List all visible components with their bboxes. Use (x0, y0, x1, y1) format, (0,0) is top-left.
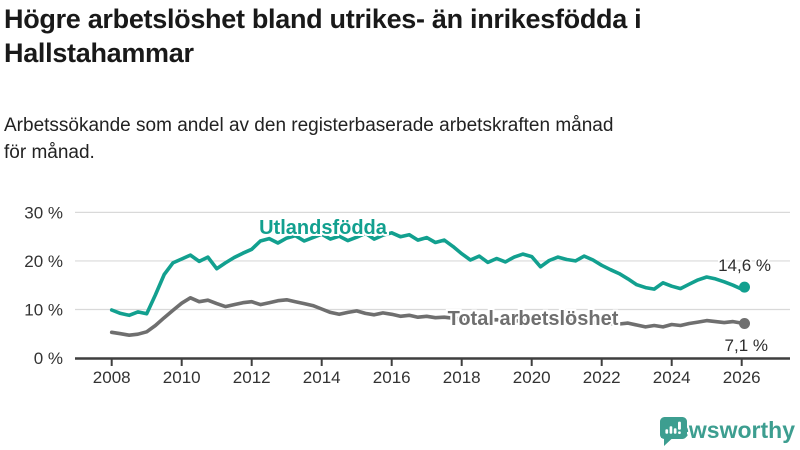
newsworthy-logo: Newsworthy (659, 417, 795, 446)
x-tick-label: 2018 (443, 368, 481, 387)
chart-subtitle: Arbetssökande som andel av den registerb… (4, 115, 614, 163)
series-line-total-arbetsloshet (109, 296, 747, 337)
x-axis-ticks: 2008 2010 2012 2014 2016 2018 2020 2022 2024 2026 (93, 358, 761, 387)
x-tick-label: 2024 (653, 368, 691, 387)
series-label-utlandsfodda: Utlandsfödda (259, 217, 388, 239)
x-tick-label: 2020 (513, 368, 551, 387)
x-tick-label: 2016 (373, 368, 411, 387)
y-tick-label: 30 % (24, 203, 63, 222)
y-tick-label: 20 % (24, 252, 63, 271)
series-label-total-arbetsloshet: Total arbetslöshet (448, 308, 619, 330)
x-tick-label: 2022 (583, 368, 621, 387)
y-tick-label: 0 % (34, 349, 63, 368)
series-end-dot (739, 318, 750, 330)
x-tick-label: 2010 (163, 368, 201, 387)
x-tick-label: 2026 (723, 368, 761, 387)
y-tick-label: 10 % (24, 300, 63, 319)
series-line-utlandsfodda (109, 231, 747, 318)
x-tick-label: 2012 (233, 368, 271, 387)
chart-title: Högre arbetslöshet bland utrikes- än inr… (4, 4, 642, 69)
x-tick-label: 2014 (303, 368, 341, 387)
series-lines (109, 231, 747, 337)
bar-chart-speech-bubble-icon (659, 417, 687, 446)
end-value-label-utlandsfodda: 14,6 % (718, 256, 771, 275)
y-axis-labels: 0 % 10 % 20 % 30 % (24, 203, 63, 368)
gridlines (75, 211, 790, 311)
series-end-dots (739, 281, 750, 330)
series-end-dot (739, 281, 750, 293)
x-tick-label: 2008 (93, 368, 131, 387)
end-value-label-total: 7,1 % (725, 336, 768, 355)
